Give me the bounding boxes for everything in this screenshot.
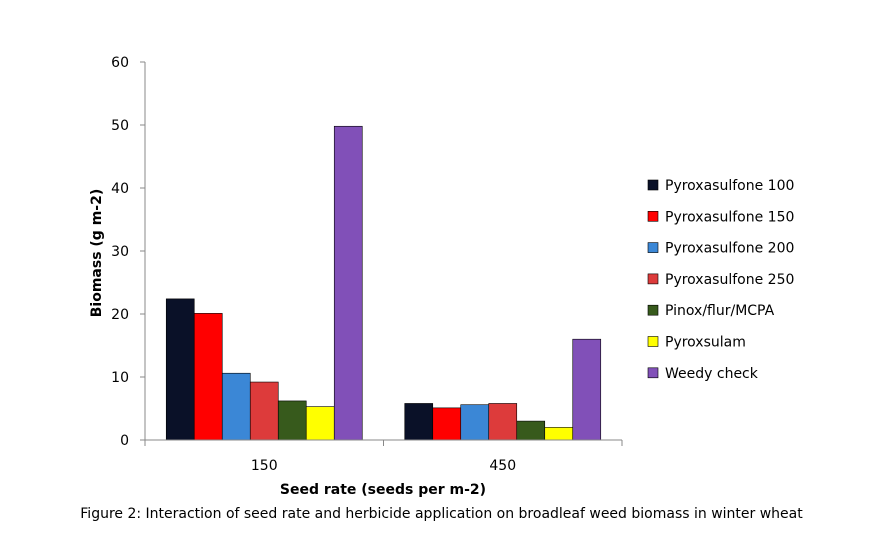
bars	[165, 125, 602, 441]
bar-pyroxsulam-150	[305, 406, 335, 441]
bar-pyroxasulfone-100-450	[404, 403, 434, 441]
legend-label: Pyroxasulfone 250	[665, 272, 794, 288]
y-tick-label: 20	[111, 307, 129, 323]
legend-label: Pyroxsulam	[665, 335, 746, 351]
bar-pinox-flur-mcpa-450	[516, 420, 546, 441]
legend-label: Pyroxasulfone 200	[665, 241, 794, 257]
x-tick-label: 450	[489, 458, 516, 474]
legend-label: Pinox/flur/MCPA	[665, 303, 775, 319]
bar-pyroxsulam-450	[544, 427, 574, 441]
bar-pinox-flur-mcpa-150	[277, 400, 307, 441]
legend-swatch	[647, 304, 659, 316]
x-axis-title: Seed rate (seeds per m-2)	[280, 482, 486, 498]
y-axis-title: Biomass (g m-2)	[89, 189, 105, 318]
bar-pyroxasulfone-150-150	[193, 313, 223, 441]
legend-swatch	[647, 336, 659, 347]
figure-caption: Figure 2: Interaction of seed rate and h…	[80, 506, 803, 522]
y-axis-ticks: 0 10 20 30 40 50 60	[111, 55, 145, 449]
y-tick-label: 40	[111, 181, 129, 197]
bar-pyroxasulfone-150-450	[432, 407, 462, 441]
legend-swatch	[647, 242, 659, 253]
bar-pyroxasulfone-250-450	[488, 403, 518, 441]
y-tick-label: 50	[111, 118, 129, 134]
bar-weedy-check-150	[333, 125, 363, 441]
y-tick-label: 60	[111, 55, 129, 71]
legend-label: Pyroxasulfone 100	[665, 178, 794, 194]
bar-pyroxasulfone-100-150	[165, 298, 195, 441]
legend-swatch	[647, 367, 659, 379]
legend-label: Weedy check	[665, 366, 759, 382]
bar-pyroxasulfone-200-450	[460, 404, 490, 441]
x-axis-ticks: 150 450	[144, 440, 623, 474]
y-tick-label: 10	[111, 370, 129, 386]
x-tick-label: 150	[251, 458, 278, 474]
legend: Pyroxasulfone 100 Pyroxasulfone 150 Pyroxa…	[647, 178, 794, 382]
legend-swatch	[647, 211, 659, 222]
y-tick-label: 0	[120, 433, 129, 449]
legend-swatch	[647, 179, 659, 191]
legend-swatch	[647, 273, 659, 285]
legend-label: Pyroxasulfone 150	[665, 209, 794, 225]
bar-pyroxasulfone-200-150	[221, 372, 251, 441]
y-tick-label: 30	[111, 244, 129, 260]
bar-weedy-check-450	[572, 338, 602, 441]
bar-pyroxasulfone-250-150	[249, 381, 279, 441]
